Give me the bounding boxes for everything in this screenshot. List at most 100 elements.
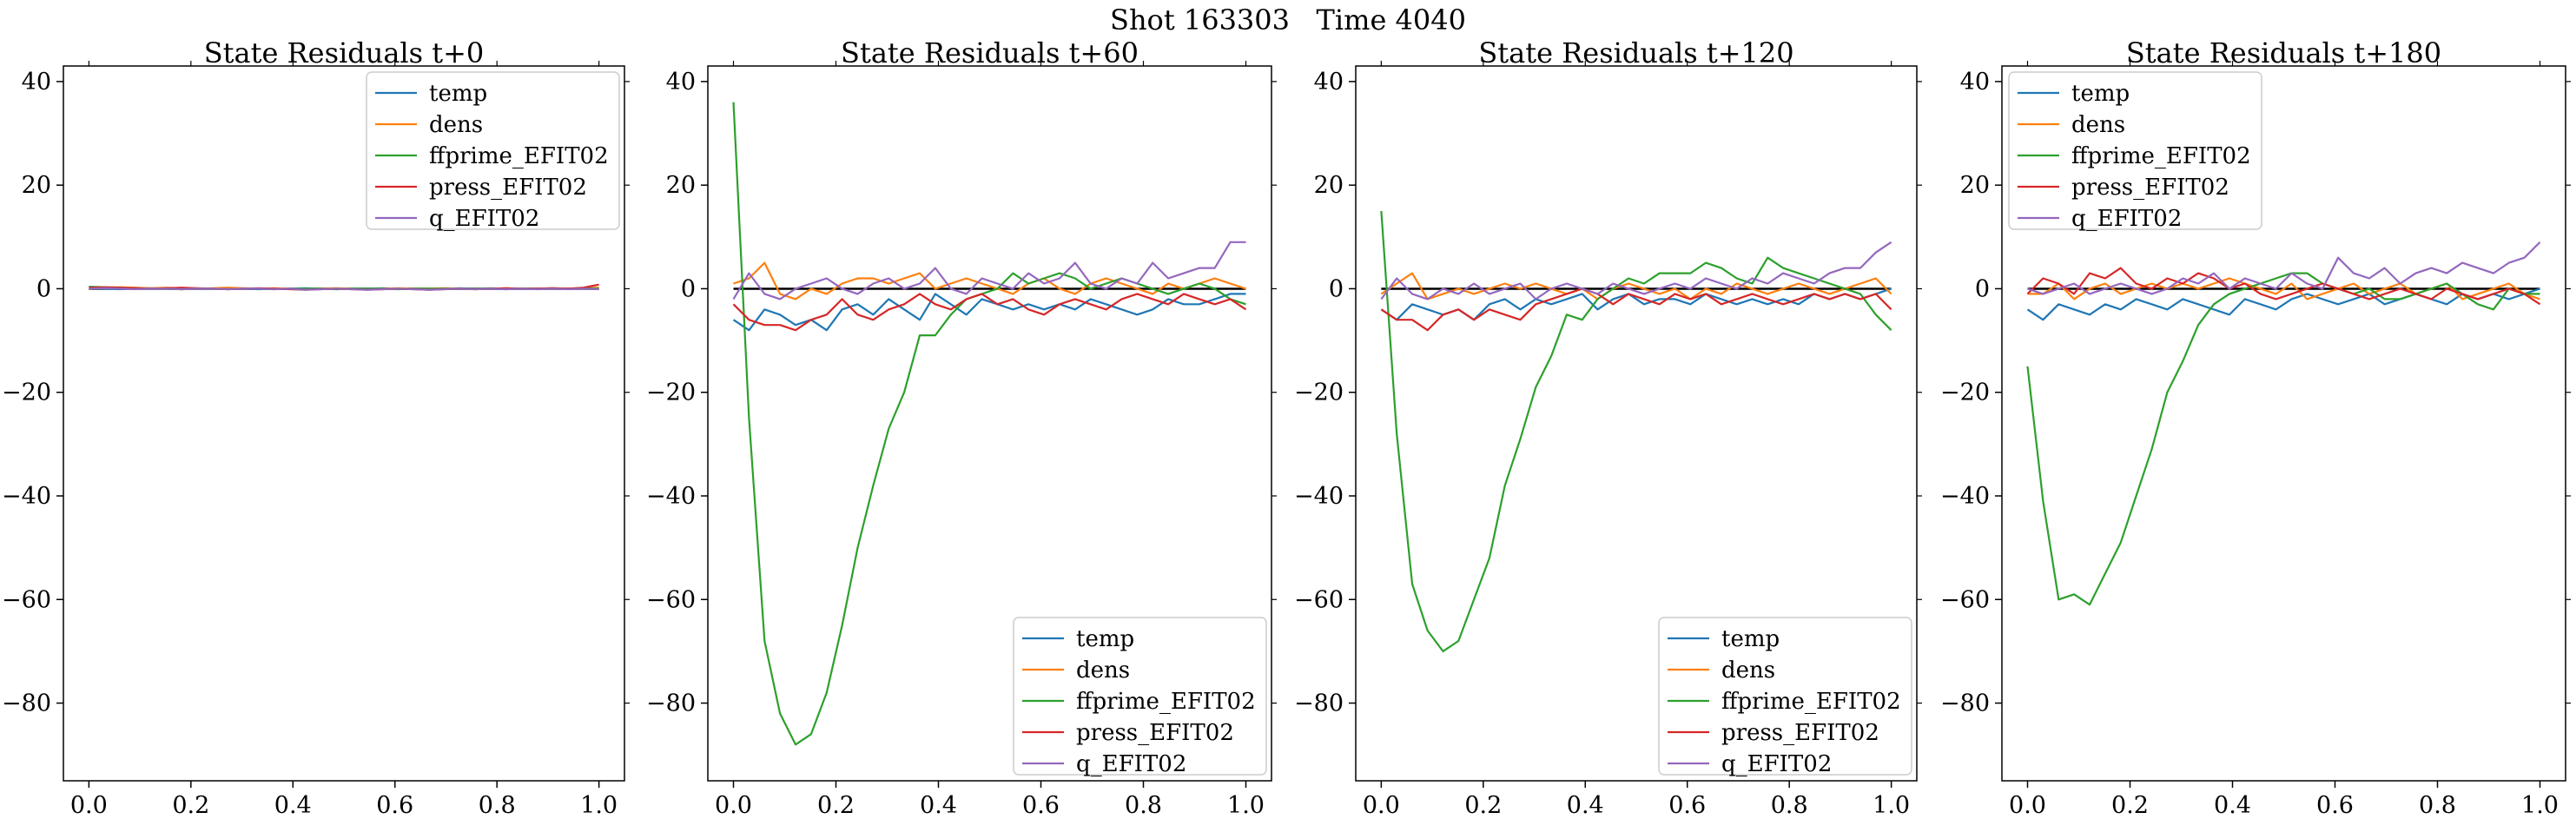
y-tick-label: 20: [1960, 172, 1990, 199]
x-tick-label: 0.4: [1567, 792, 1604, 819]
series-line-temp: [2026, 287, 2540, 321]
legend-label: temp: [2071, 81, 2130, 107]
y-tick-label: 40: [1960, 69, 1990, 96]
series-line-q-efit02: [89, 287, 599, 291]
legend-label: dens: [2071, 112, 2125, 138]
y-tick-label: −40: [2, 483, 51, 510]
x-tick-label: 0.4: [920, 792, 957, 819]
y-tick-label: −80: [1940, 690, 1990, 717]
legend-label: q_EFIT02: [2071, 206, 2182, 232]
legend-label: temp: [1076, 626, 1134, 652]
series-line-dens: [733, 261, 1246, 301]
y-tick-label: −80: [646, 690, 696, 717]
legend-label: press_EFIT02: [429, 175, 587, 201]
y-tick-label: −20: [646, 380, 696, 406]
x-tick-label: 0.6: [1022, 792, 1060, 819]
x-tick-label: 0.6: [1668, 792, 1706, 819]
legend-label: q_EFIT02: [1076, 751, 1186, 777]
x-tick-label: 0.6: [376, 792, 413, 819]
y-tick-label: −20: [1940, 380, 1990, 406]
axes-frame: [707, 65, 1272, 782]
panel-2: State Residuals t+60 40 20 0 −20 −40 −60 −80 0.0…: [646, 36, 1277, 819]
legend: temp dens ffprime_EFIT02 press_EFIT02 q_EFIT…: [1658, 617, 1912, 777]
series-line-q-efit02: [732, 241, 1246, 301]
axes-frame: [1355, 65, 1918, 782]
legend: temp dens ffprime_EFIT02 press_EFIT02 q_EFIT…: [1013, 617, 1267, 777]
x-tick-label: 1.0: [1227, 792, 1265, 819]
y-tick-label: −60: [1940, 586, 1990, 613]
y-tick-label: −80: [1294, 690, 1344, 717]
y-tick-label: −60: [646, 586, 696, 613]
legend-label: ffprime_EFIT02: [1721, 689, 1901, 715]
legend-box: [1658, 617, 1912, 776]
x-tick-label: 0.0: [1363, 792, 1400, 819]
x-tick-label: 0.8: [1125, 792, 1162, 819]
legend: temp dens ffprime_EFIT02 press_EFIT02 q_EFIT…: [2008, 71, 2262, 232]
panels-group: State Residuals t+0 40 20 0 −20 −40 −60 −80 0.0 0…: [2, 36, 2571, 819]
x-tick-label: 0.4: [2214, 792, 2251, 819]
y-tick-label: 40: [22, 69, 51, 96]
y-tick-label: −40: [1294, 483, 1344, 510]
x-tick-label: 0.2: [2111, 792, 2149, 819]
legend-label: ffprime_EFIT02: [429, 143, 609, 169]
legend-label: press_EFIT02: [1076, 720, 1234, 746]
x-tick-label: 0.0: [2009, 792, 2046, 819]
legend-box: [2008, 71, 2262, 230]
panel-title: State Residuals t+120: [1478, 36, 1793, 69]
series-line-temp: [732, 293, 1246, 332]
axes-frame: [2001, 65, 2566, 782]
legend-label: dens: [429, 112, 483, 138]
x-tick-label: 1.0: [1873, 792, 1910, 819]
panel-4: State Residuals t+180 40 20 0 −20 −40 −60 −80 0.…: [1940, 36, 2571, 819]
x-tick-label: 0.0: [70, 792, 108, 819]
y-tick-label: 40: [666, 69, 696, 96]
legend-label: press_EFIT02: [2071, 175, 2229, 201]
legend-label: ffprime_EFIT02: [1076, 689, 1256, 715]
y-tick-label: 40: [1314, 69, 1344, 96]
legend-label: press_EFIT02: [1721, 720, 1879, 746]
series-line-q-efit02: [2027, 241, 2541, 295]
series-line-press-efit02: [732, 293, 1247, 332]
y-tick-label: −60: [2, 586, 51, 613]
y-tick-label: 20: [1314, 172, 1344, 199]
legend-box: [366, 71, 620, 230]
y-tick-label: −40: [1940, 483, 1990, 510]
legend-label: temp: [429, 81, 487, 107]
axes-frame: [63, 65, 625, 782]
legend-label: dens: [1076, 657, 1130, 684]
x-tick-label: 0.8: [1771, 792, 1808, 819]
x-tick-label: 0.8: [479, 792, 516, 819]
y-tick-label: 0: [681, 275, 696, 302]
y-tick-label: −40: [646, 483, 696, 510]
x-tick-label: 0.2: [817, 792, 855, 819]
x-tick-label: 0.2: [1464, 792, 1502, 819]
y-tick-label: 0: [1329, 275, 1344, 302]
y-tick-label: −80: [2, 690, 51, 717]
panel-3: State Residuals t+120 40 20 0 −20 −40 −60 −80 0.…: [1294, 36, 1922, 819]
series-line-press-efit02: [1380, 287, 1892, 332]
x-tick-label: 0.4: [274, 792, 312, 819]
y-tick-label: 20: [22, 172, 51, 199]
series-line-q-efit02: [1380, 241, 1892, 301]
x-tick-label: 0.8: [2419, 792, 2456, 819]
y-tick-label: −20: [2, 380, 51, 406]
legend: temp dens ffprime_EFIT02 press_EFIT02 q_EFIT…: [366, 71, 620, 232]
x-tick-label: 1.0: [2521, 792, 2559, 819]
x-tick-label: 1.0: [580, 792, 618, 819]
legend-label: q_EFIT02: [1721, 751, 1832, 777]
x-tick-label: 0.0: [715, 792, 752, 819]
series-line-ffprime-efit02: [732, 102, 1246, 746]
panel-title: State Residuals t+180: [2126, 36, 2441, 69]
series-line-ffprime-efit02: [2026, 272, 2540, 606]
legend-label: ffprime_EFIT02: [2071, 143, 2251, 169]
y-tick-label: 0: [1975, 275, 1990, 302]
series-line-press-efit02: [2026, 267, 2541, 306]
legend-label: q_EFIT02: [429, 206, 539, 232]
x-tick-label: 0.2: [172, 792, 209, 819]
y-tick-label: −60: [1294, 586, 1344, 613]
y-tick-label: 20: [666, 172, 696, 199]
y-tick-label: 0: [36, 275, 51, 302]
panel-title: State Residuals t+60: [841, 36, 1139, 69]
legend-label: dens: [1721, 657, 1775, 684]
